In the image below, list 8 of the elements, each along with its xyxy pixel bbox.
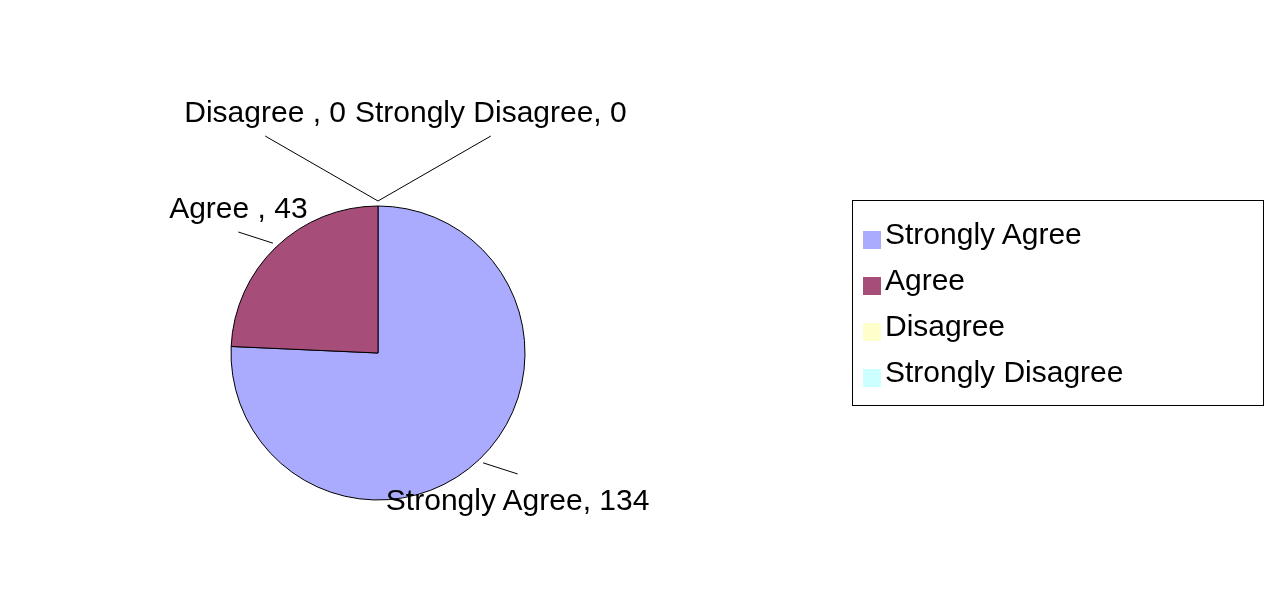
legend-label: Strongly Agree	[885, 217, 1082, 250]
text: Disagree , 0	[184, 94, 347, 128]
data-label: Strongly Agree, 134	[385, 482, 650, 516]
legend-label: Disagree	[885, 309, 1006, 342]
legend-label: Strongly Disagree	[885, 355, 1124, 388]
legend-label: Agree	[885, 263, 966, 296]
text: Strongly Disagree, 0	[354, 94, 627, 128]
data-label: Agree , 43	[169, 190, 308, 224]
